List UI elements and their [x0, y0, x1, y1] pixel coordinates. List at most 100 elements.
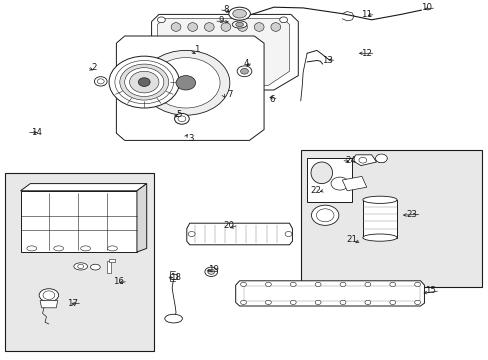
Text: 3: 3 — [188, 134, 194, 143]
Text: 6: 6 — [269, 95, 274, 104]
Ellipse shape — [124, 68, 163, 96]
Text: 24: 24 — [345, 156, 355, 165]
Ellipse shape — [315, 300, 321, 305]
Ellipse shape — [414, 282, 420, 287]
Text: 1: 1 — [193, 45, 199, 54]
Ellipse shape — [176, 76, 195, 90]
Ellipse shape — [138, 78, 150, 86]
Bar — [106, 261, 110, 273]
Ellipse shape — [364, 300, 370, 305]
Ellipse shape — [228, 7, 250, 20]
Ellipse shape — [178, 116, 185, 122]
Ellipse shape — [187, 23, 197, 31]
Polygon shape — [342, 176, 366, 191]
Polygon shape — [20, 184, 146, 191]
Text: 14: 14 — [31, 128, 41, 137]
Ellipse shape — [120, 64, 168, 100]
Text: 7: 7 — [226, 90, 232, 99]
Ellipse shape — [129, 71, 159, 93]
Ellipse shape — [74, 263, 87, 270]
Polygon shape — [157, 19, 289, 86]
Ellipse shape — [109, 56, 179, 108]
Ellipse shape — [254, 23, 264, 31]
Ellipse shape — [362, 234, 396, 241]
Ellipse shape — [81, 246, 90, 251]
Ellipse shape — [362, 196, 396, 203]
Text: 12: 12 — [360, 49, 371, 58]
Ellipse shape — [414, 300, 420, 305]
Ellipse shape — [221, 23, 230, 31]
Ellipse shape — [311, 205, 338, 225]
Text: 10: 10 — [421, 4, 431, 13]
Ellipse shape — [339, 282, 345, 287]
Ellipse shape — [315, 282, 321, 287]
Ellipse shape — [204, 23, 214, 31]
Ellipse shape — [339, 300, 345, 305]
Polygon shape — [151, 14, 298, 90]
Ellipse shape — [27, 246, 37, 251]
Polygon shape — [137, 184, 146, 252]
Ellipse shape — [174, 113, 189, 124]
Ellipse shape — [358, 157, 366, 163]
Ellipse shape — [290, 282, 296, 287]
Text: 16: 16 — [113, 277, 124, 286]
Ellipse shape — [265, 282, 271, 287]
Text: 5: 5 — [176, 110, 181, 119]
Ellipse shape — [389, 300, 395, 305]
Polygon shape — [40, 301, 58, 308]
Polygon shape — [235, 281, 424, 306]
Text: 8: 8 — [223, 5, 228, 14]
Ellipse shape — [364, 282, 370, 287]
Text: 15: 15 — [425, 287, 435, 295]
Ellipse shape — [78, 264, 83, 269]
Polygon shape — [170, 274, 177, 279]
Ellipse shape — [240, 282, 246, 287]
Text: 23: 23 — [406, 210, 417, 219]
Polygon shape — [116, 36, 264, 140]
Text: 20: 20 — [224, 220, 234, 230]
Text: 17: 17 — [67, 299, 78, 307]
Ellipse shape — [232, 21, 246, 28]
Ellipse shape — [240, 300, 246, 305]
Ellipse shape — [240, 68, 248, 74]
Text: 13: 13 — [321, 56, 332, 65]
Ellipse shape — [94, 77, 107, 86]
Ellipse shape — [142, 50, 229, 115]
Polygon shape — [306, 158, 351, 202]
Text: 18: 18 — [170, 273, 181, 282]
Bar — [244, 286, 419, 301]
Bar — [362, 200, 396, 238]
Ellipse shape — [207, 269, 214, 274]
Ellipse shape — [237, 23, 247, 31]
Ellipse shape — [39, 289, 59, 302]
Text: 2: 2 — [91, 63, 96, 72]
Ellipse shape — [151, 58, 220, 108]
Ellipse shape — [97, 79, 104, 84]
Ellipse shape — [270, 23, 280, 31]
Ellipse shape — [232, 9, 246, 18]
Ellipse shape — [188, 231, 195, 237]
Ellipse shape — [115, 60, 173, 104]
Ellipse shape — [290, 300, 296, 305]
Ellipse shape — [235, 22, 243, 27]
Text: 9: 9 — [218, 17, 223, 26]
Bar — [5, 173, 154, 351]
Ellipse shape — [43, 291, 55, 300]
Ellipse shape — [285, 231, 291, 237]
Bar — [300, 150, 481, 287]
Polygon shape — [351, 155, 376, 166]
Ellipse shape — [389, 282, 395, 287]
Polygon shape — [186, 223, 292, 245]
Ellipse shape — [157, 17, 165, 23]
Ellipse shape — [279, 17, 287, 23]
Text: 11: 11 — [360, 10, 371, 19]
Ellipse shape — [90, 264, 100, 270]
Ellipse shape — [171, 23, 181, 31]
Ellipse shape — [375, 154, 386, 163]
Text: 21: 21 — [346, 235, 356, 244]
Ellipse shape — [316, 209, 333, 222]
Ellipse shape — [237, 66, 251, 77]
Ellipse shape — [54, 246, 63, 251]
Text: 19: 19 — [208, 266, 219, 275]
Ellipse shape — [204, 267, 217, 276]
